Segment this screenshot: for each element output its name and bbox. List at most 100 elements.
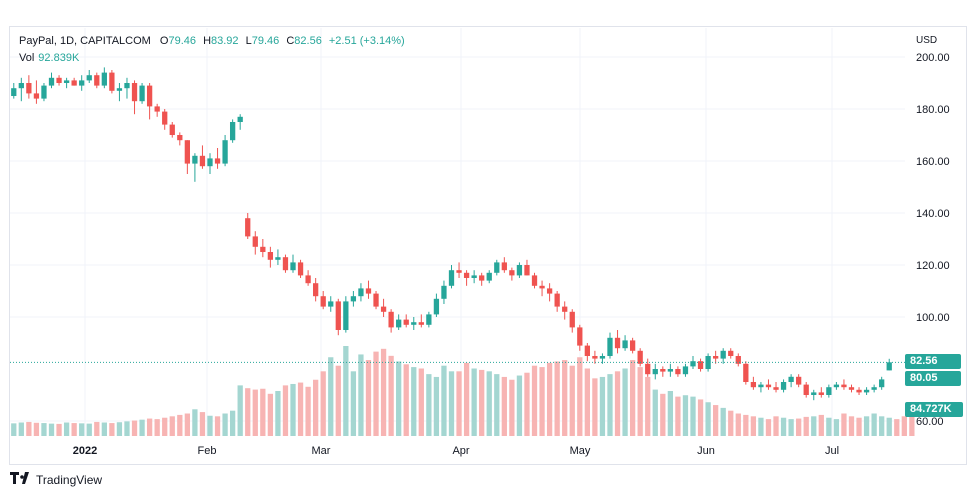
candle-body [365,288,372,294]
candle-body [697,361,704,369]
volume-bar [101,422,107,436]
volume-bar [773,416,779,436]
volume-bar [169,416,175,436]
y-tick-label: 200.00 [916,52,950,64]
candle-body [214,158,221,164]
volume-bar [614,371,621,436]
candle-body [637,350,643,364]
volume-bar [297,382,304,436]
candle-body [33,93,40,99]
candle-body [282,257,289,271]
volume-legend: Vol 92.839K [19,52,79,64]
volume-bar [826,417,832,436]
candle-body [577,327,583,346]
volume-bar [607,374,613,436]
volume-bar [33,422,40,436]
volume-bar [305,386,311,436]
volume-bar [690,396,696,436]
candle-body [516,265,523,276]
candle-body [403,319,409,325]
candle-body [463,272,470,278]
volume-bar [403,364,409,436]
volume-bar [637,367,643,436]
candle-body [690,361,696,367]
volume-bar [531,365,538,436]
volume-bar [313,379,319,436]
candle-body [524,265,530,276]
volume-bar [494,374,500,436]
candle-body [396,319,402,328]
candle-body [184,140,190,164]
candle-body [297,262,304,276]
volume-bar [116,422,123,436]
candle-body [229,122,236,141]
candle-body [18,83,24,89]
volume-bar [222,413,228,436]
candle-body [539,285,545,289]
candle-body [207,158,213,167]
volume-bar [245,388,251,436]
volume-bar [811,416,817,436]
volume-bar [373,351,379,436]
volume-bar [546,362,553,436]
volume-bar [584,368,590,436]
candle-body [350,296,357,302]
candle-body [871,387,877,390]
prev-price-badge: 80.05 [905,371,961,386]
volume-bar [682,395,689,436]
candle-body [826,387,832,395]
y-tick-label: 100.00 [916,312,950,324]
volume-bar [509,379,515,436]
x-tick-label: Feb [198,445,217,457]
candle-body [305,275,311,284]
volume-bar [335,365,341,436]
candle-body [56,77,62,83]
volume-bar [901,416,907,436]
volume-value: 92.839K [38,52,80,64]
volume-bar [146,418,153,436]
volume-bar [833,419,840,436]
candle-body [343,301,349,330]
y-tick-label: 140.00 [916,208,950,220]
volume-bar [713,405,719,436]
candle-body [448,270,455,286]
volume-bar [109,423,115,436]
volume-bar [411,367,417,436]
volume-bar [162,417,168,436]
footer[interactable]: TradingView [10,472,102,487]
volume-bar [328,357,334,436]
x-tick-label: May [570,445,591,457]
volume-bar [229,410,236,436]
volume-bar [622,368,628,436]
candle-body [63,80,70,83]
volume-bar [131,420,138,436]
volume-bar [199,412,206,436]
volume-bar [539,367,545,436]
candle-body [660,369,666,372]
volume-label: Vol [19,52,35,64]
candle-body [863,389,870,393]
candle-body [222,140,228,164]
y-tick-label: 180.00 [916,104,950,116]
candle-body [652,369,658,375]
volume-bar [252,389,258,436]
volume-bar [154,419,160,436]
candle-body [237,116,243,122]
volume-bar [848,416,855,436]
x-tick-label: Jun [697,445,715,457]
volume-bar [282,385,289,436]
volume-bar [871,413,877,436]
volume-bar [426,374,432,436]
volume-bar [471,368,477,436]
volume-bar [645,376,651,436]
volume-bar [184,413,190,436]
candle-body [486,272,492,281]
brand-name: TradingView [36,472,103,487]
volume-bar [358,354,364,436]
volume-bar [86,423,92,436]
volume-bar [214,416,221,436]
x-tick-label: 2022 [73,445,97,457]
candle-body [841,384,847,388]
candle-body [124,83,130,89]
